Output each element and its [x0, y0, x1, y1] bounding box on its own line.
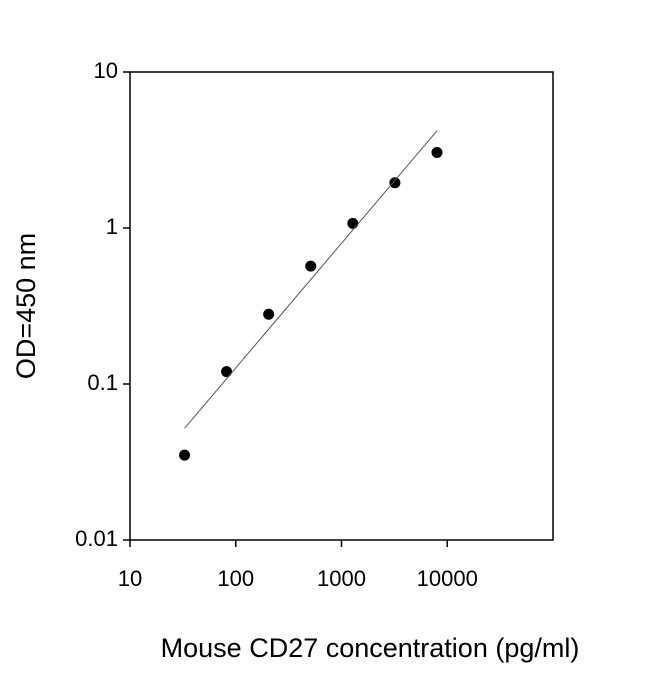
x-axis-label: Mouse CD27 concentration (pg/ml): [161, 633, 580, 663]
fit-line: [184, 130, 438, 429]
y-tick-label: 1: [106, 214, 118, 239]
data-point: [431, 146, 443, 158]
data-point: [221, 366, 233, 378]
data-point: [263, 308, 275, 320]
data-point: [305, 260, 317, 272]
data-point: [347, 217, 359, 229]
y-tick-label: 0.01: [75, 526, 118, 551]
x-tick-label: 100: [217, 566, 254, 591]
x-tick-label: 10000: [417, 566, 478, 591]
x-tick-label: 10: [118, 566, 142, 591]
x-tick-label: 1000: [317, 566, 366, 591]
data-point: [179, 449, 191, 461]
y-tick-label: 0.1: [87, 370, 118, 395]
plot-frame: [129, 71, 554, 541]
data-point: [389, 177, 401, 189]
y-axis-label: OD=450 nm: [11, 233, 41, 379]
y-tick-label: 10: [94, 58, 118, 83]
